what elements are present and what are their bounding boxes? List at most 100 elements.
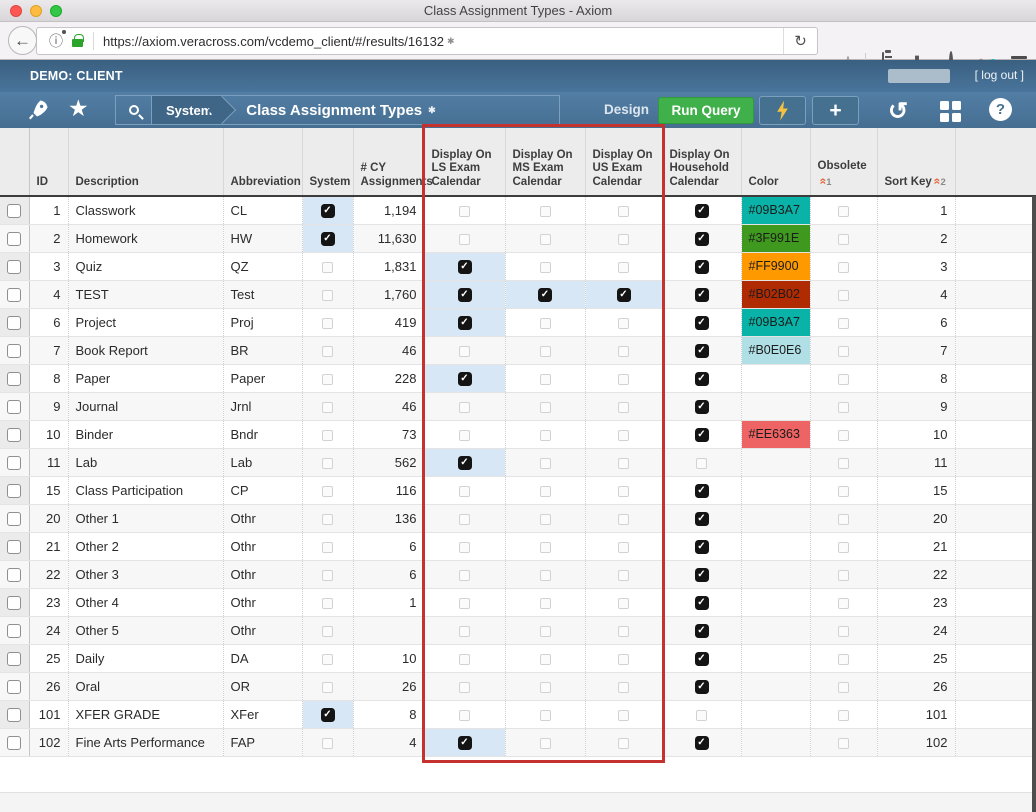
row-select-checkbox[interactable] (7, 232, 21, 246)
us-exam-checkbox[interactable] (618, 514, 629, 525)
close-window-button[interactable] (10, 5, 22, 17)
us-exam-checkbox[interactable] (618, 738, 629, 749)
help-icon[interactable]: ? (989, 98, 1012, 121)
ms-exam-checkbox[interactable] (540, 402, 551, 413)
ls-exam-checkbox[interactable] (459, 430, 470, 441)
us-exam-checkbox[interactable] (618, 318, 629, 329)
us-exam-checkbox[interactable] (618, 234, 629, 245)
ls-exam-checkbox[interactable]: ✓ (458, 736, 472, 750)
household-checkbox[interactable]: ✓ (695, 288, 709, 302)
obsolete-checkbox[interactable] (838, 570, 849, 581)
household-checkbox[interactable]: ✓ (695, 260, 709, 274)
system-checkbox[interactable] (322, 654, 333, 665)
household-checkbox[interactable]: ✓ (695, 232, 709, 246)
system-checkbox[interactable] (322, 318, 333, 329)
household-checkbox[interactable]: ✓ (695, 680, 709, 694)
column-header-sort[interactable]: Sort Key«2 (877, 128, 955, 196)
obsolete-checkbox[interactable] (838, 458, 849, 469)
row-select-checkbox[interactable] (7, 512, 21, 526)
site-info-icon[interactable]: ⓘ (49, 31, 63, 51)
us-exam-checkbox[interactable] (618, 374, 629, 385)
obsolete-checkbox[interactable] (838, 318, 849, 329)
obsolete-checkbox[interactable] (838, 346, 849, 357)
system-checkbox[interactable] (322, 570, 333, 581)
launch-rocket-icon[interactable] (26, 98, 50, 122)
row-select-checkbox[interactable] (7, 540, 21, 554)
system-checkbox[interactable]: ✓ (321, 204, 335, 218)
minimize-window-button[interactable] (30, 5, 42, 17)
us-exam-checkbox[interactable] (618, 654, 629, 665)
row-select-checkbox[interactable] (7, 428, 21, 442)
system-checkbox[interactable]: ✓ (321, 708, 335, 722)
system-checkbox[interactable] (322, 682, 333, 693)
obsolete-checkbox[interactable] (838, 430, 849, 441)
row-select-checkbox[interactable] (7, 624, 21, 638)
us-exam-checkbox[interactable] (618, 262, 629, 273)
us-exam-checkbox[interactable] (618, 486, 629, 497)
back-button[interactable]: ← (8, 26, 37, 55)
ls-exam-checkbox[interactable] (459, 486, 470, 497)
ls-exam-checkbox[interactable] (459, 514, 470, 525)
ms-exam-checkbox[interactable] (540, 626, 551, 637)
us-exam-checkbox[interactable] (618, 430, 629, 441)
ms-exam-checkbox[interactable] (540, 486, 551, 497)
column-header-abbreviation[interactable]: Abbreviation (223, 128, 302, 196)
system-checkbox[interactable] (322, 346, 333, 357)
ls-exam-checkbox[interactable] (459, 626, 470, 637)
ls-exam-checkbox[interactable]: ✓ (458, 316, 472, 330)
ms-exam-checkbox[interactable] (540, 682, 551, 693)
household-checkbox[interactable] (696, 710, 707, 721)
grid-scrollbar[interactable] (1032, 196, 1036, 812)
ms-exam-checkbox[interactable] (540, 430, 551, 441)
reload-button[interactable]: ↻ (783, 28, 817, 54)
system-checkbox[interactable] (322, 290, 333, 301)
row-select-checkbox[interactable] (7, 260, 21, 274)
run-query-button[interactable]: Run Query (658, 97, 754, 124)
us-exam-checkbox[interactable] (618, 458, 629, 469)
ls-exam-checkbox[interactable]: ✓ (458, 372, 472, 386)
household-checkbox[interactable]: ✓ (695, 736, 709, 750)
zoom-window-button[interactable] (50, 5, 62, 17)
row-select-checkbox[interactable] (7, 680, 21, 694)
household-checkbox[interactable]: ✓ (695, 540, 709, 554)
column-header-ms[interactable]: Display On MS Exam Calendar (505, 128, 585, 196)
system-checkbox[interactable] (322, 514, 333, 525)
row-select-checkbox[interactable] (7, 736, 21, 750)
row-select-checkbox[interactable] (7, 400, 21, 414)
household-checkbox[interactable]: ✓ (695, 372, 709, 386)
row-select-checkbox[interactable] (7, 204, 21, 218)
system-checkbox[interactable] (322, 374, 333, 385)
column-header-description[interactable]: Description (68, 128, 223, 196)
ls-exam-checkbox[interactable] (459, 710, 470, 721)
add-record-button[interactable]: + (812, 96, 859, 125)
row-select-checkbox[interactable] (7, 316, 21, 330)
system-checkbox[interactable] (322, 542, 333, 553)
obsolete-checkbox[interactable] (838, 710, 849, 721)
us-exam-checkbox[interactable]: ✓ (617, 288, 631, 302)
column-header-ls[interactable]: Display On LS Exam Calendar (424, 128, 505, 196)
query-search-icon[interactable] (116, 96, 152, 124)
obsolete-checkbox[interactable] (838, 234, 849, 245)
obsolete-checkbox[interactable] (838, 290, 849, 301)
ls-exam-checkbox[interactable] (459, 542, 470, 553)
breadcrumb-module[interactable]: System (152, 96, 222, 124)
quick-actions-button[interactable] (759, 96, 806, 125)
obsolete-checkbox[interactable] (838, 682, 849, 693)
obsolete-checkbox[interactable] (838, 374, 849, 385)
obsolete-checkbox[interactable] (838, 402, 849, 413)
system-checkbox[interactable] (322, 738, 333, 749)
obsolete-checkbox[interactable] (838, 262, 849, 273)
ms-exam-checkbox[interactable] (540, 542, 551, 553)
ls-exam-checkbox[interactable] (459, 570, 470, 581)
household-checkbox[interactable]: ✓ (695, 316, 709, 330)
ms-exam-checkbox[interactable] (540, 654, 551, 665)
obsolete-checkbox[interactable] (838, 514, 849, 525)
us-exam-checkbox[interactable] (618, 570, 629, 581)
ls-exam-checkbox[interactable] (459, 234, 470, 245)
column-header-us[interactable]: Display On US Exam Calendar (585, 128, 662, 196)
row-select-checkbox[interactable] (7, 708, 21, 722)
secure-lock-icon[interactable] (72, 39, 83, 47)
obsolete-checkbox[interactable] (838, 626, 849, 637)
row-select-checkbox[interactable] (7, 484, 21, 498)
system-checkbox[interactable] (322, 430, 333, 441)
